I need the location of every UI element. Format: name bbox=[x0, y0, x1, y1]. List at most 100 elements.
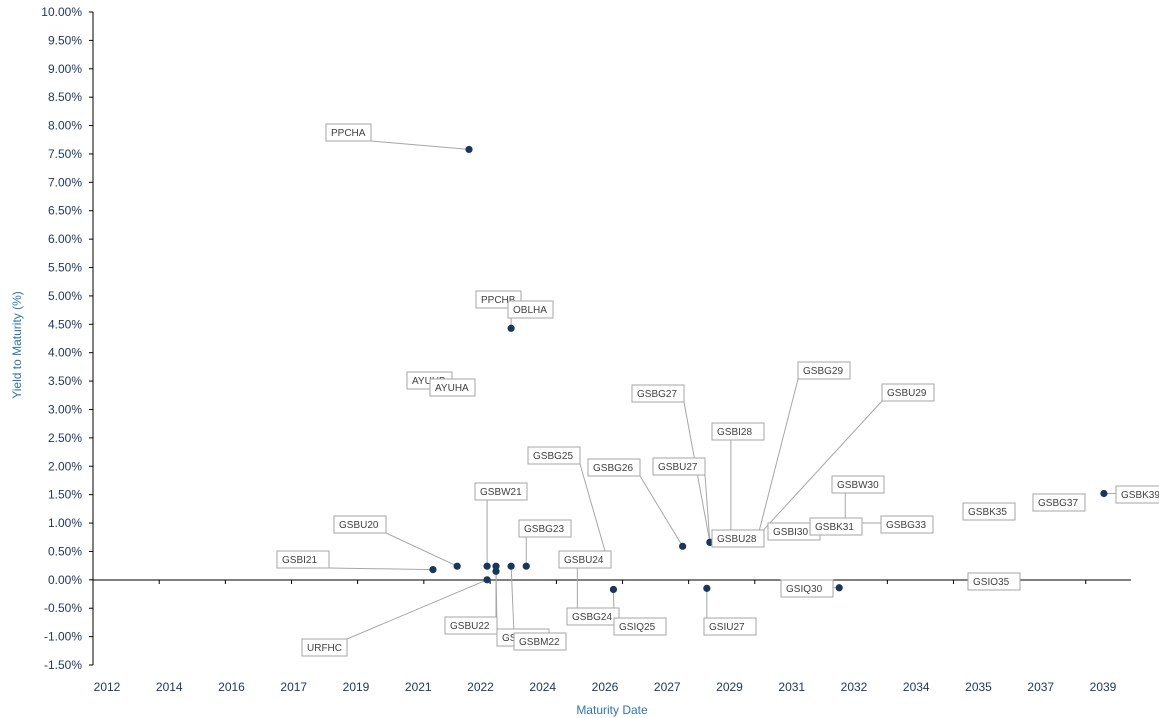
x-tick-label: 2022 bbox=[467, 680, 494, 694]
y-tick-label: 4.00% bbox=[48, 346, 82, 360]
y-axis-title: Yield to Maturity (%) bbox=[10, 291, 24, 399]
data-label-box bbox=[333, 515, 387, 534]
data-point bbox=[1100, 489, 1108, 498]
label-leader-line bbox=[510, 566, 515, 634]
y-tick-label: 2.50% bbox=[48, 431, 82, 445]
data-label-box bbox=[513, 632, 567, 651]
y-tick-label: -0.50% bbox=[44, 601, 82, 615]
data-point bbox=[453, 562, 461, 570]
label-leader-line bbox=[328, 567, 433, 571]
data-label: GSBG23 bbox=[524, 524, 564, 535]
label-leader-lines bbox=[328, 140, 1116, 640]
y-tick-label: 7.50% bbox=[48, 147, 82, 161]
label-leader-line bbox=[346, 579, 488, 640]
y-tick-label: 9.00% bbox=[48, 62, 82, 76]
y-tick-label: 5.00% bbox=[48, 289, 82, 303]
data-label: GSBU22 bbox=[450, 621, 490, 632]
data-label: AYUHA bbox=[435, 383, 469, 394]
y-tick-label: -1.00% bbox=[44, 630, 82, 644]
data-label: GSBW21 bbox=[480, 487, 522, 498]
x-tick-label: 2027 bbox=[654, 680, 681, 694]
data-label-box bbox=[325, 123, 372, 142]
data-label: GSBU20 bbox=[339, 520, 379, 531]
data-label: OBLHA bbox=[513, 305, 547, 316]
data-label-box bbox=[613, 617, 667, 636]
y-tick-label: 9.50% bbox=[48, 33, 82, 47]
x-tick-label: 2032 bbox=[841, 680, 868, 694]
y-axis-ticks: -1.50% -1.00% -0.50% 0.00% 0.50% 1.00% 1.50% 2.… bbox=[41, 5, 93, 672]
data-label: GSBK35 bbox=[968, 507, 1007, 518]
data-label-box bbox=[301, 638, 348, 657]
x-tick-label: 2037 bbox=[1027, 680, 1054, 694]
data-label: GSBW30 bbox=[837, 480, 879, 491]
data-label-box bbox=[566, 607, 620, 626]
data-label: GSBU27 bbox=[658, 462, 698, 473]
data-label: GSBG26 bbox=[593, 463, 633, 474]
data-label-box bbox=[444, 616, 498, 635]
data-label: GSIU27 bbox=[709, 622, 745, 633]
label-leader-line bbox=[639, 475, 684, 547]
x-tick-label: 2039 bbox=[1090, 680, 1117, 694]
y-tick-label: 0.00% bbox=[48, 573, 82, 587]
data-label-box bbox=[474, 482, 528, 501]
data-label: GSBI21 bbox=[282, 555, 317, 566]
data-label: GSBG24 bbox=[572, 612, 612, 623]
data-label: PPCHB bbox=[481, 295, 516, 306]
data-label: GSBK31 bbox=[815, 522, 854, 533]
data-label-box bbox=[652, 457, 706, 476]
data-point bbox=[483, 576, 491, 584]
data-label: GSBG37 bbox=[1038, 498, 1078, 509]
data-label-box bbox=[797, 361, 851, 380]
label-leader-line bbox=[757, 378, 799, 537]
data-label-box bbox=[711, 422, 765, 441]
y-tick-label: 3.50% bbox=[48, 374, 82, 388]
data-label-box bbox=[518, 519, 572, 538]
x-tick-label: 2012 bbox=[94, 680, 121, 694]
data-point bbox=[703, 584, 711, 592]
data-label: GSBG33 bbox=[886, 520, 926, 531]
data-label: GSBM22 bbox=[519, 637, 560, 648]
data-label-box bbox=[967, 572, 1021, 591]
data-label-box bbox=[831, 475, 885, 494]
data-label-box bbox=[631, 384, 685, 403]
data-label: GSBG29 bbox=[803, 366, 843, 377]
y-tick-label: 10.00% bbox=[41, 5, 82, 19]
x-tick-label: 2035 bbox=[965, 680, 992, 694]
data-label-box bbox=[1032, 493, 1086, 512]
data-point bbox=[492, 562, 500, 570]
data-label: AYUHB bbox=[412, 376, 446, 387]
label-leader-line bbox=[579, 463, 608, 560]
data-point bbox=[507, 324, 515, 332]
y-tick-label: -1.50% bbox=[44, 658, 82, 672]
data-label: GSIQ25 bbox=[619, 622, 656, 633]
data-label-box bbox=[711, 529, 765, 548]
data-point bbox=[492, 567, 500, 575]
x-axis-ticks: 2012 2014 2016 2017 2019 2021 2022 2024 2026 2027… bbox=[92, 580, 1117, 694]
x-tick-label: 2024 bbox=[529, 680, 556, 694]
label-leader-line bbox=[704, 474, 711, 543]
data-label-box bbox=[558, 550, 612, 569]
data-point bbox=[465, 145, 473, 154]
data-label: GSBG27 bbox=[637, 389, 677, 400]
data-point bbox=[679, 542, 687, 550]
x-tick-label: 2014 bbox=[156, 680, 183, 694]
data-label: GSBU29 bbox=[887, 388, 927, 399]
data-label-box bbox=[587, 458, 641, 477]
data-label: GSIO35 bbox=[973, 577, 1010, 588]
y-tick-label: 0.50% bbox=[48, 544, 82, 558]
data-label-box bbox=[507, 300, 554, 319]
data-label-box bbox=[703, 617, 757, 636]
data-point bbox=[835, 584, 843, 592]
x-tick-label: 2026 bbox=[592, 680, 619, 694]
y-tick-label: 1.00% bbox=[48, 516, 82, 530]
y-tick-label: 1.50% bbox=[48, 488, 82, 502]
y-tick-label: 2.00% bbox=[48, 459, 82, 473]
x-tick-label: 2021 bbox=[405, 680, 432, 694]
data-point bbox=[609, 585, 618, 594]
data-label: GSIQ30 bbox=[786, 584, 823, 595]
data-label-box bbox=[429, 378, 476, 397]
y-tick-label: 8.50% bbox=[48, 90, 82, 104]
data-label: GSBK39 bbox=[1121, 490, 1159, 501]
